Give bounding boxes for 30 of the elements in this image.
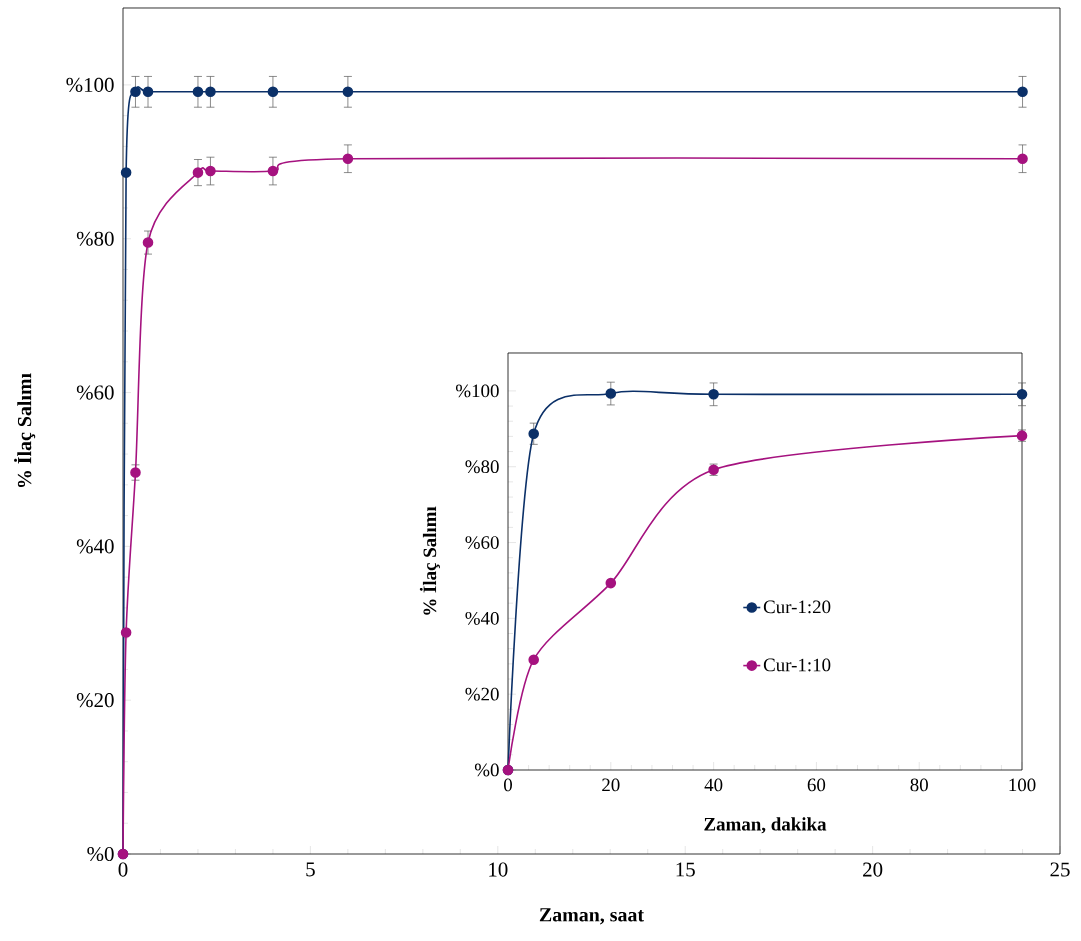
- legend-label: Cur-1:20: [763, 600, 831, 614]
- x-tick-label: 100: [1009, 778, 1036, 792]
- x-tick-label: 25: [1050, 862, 1070, 877]
- x-axis-title: Zaman, dakika: [704, 817, 827, 834]
- y-tick-label: %60: [76, 385, 114, 400]
- x-tick-label: 20: [602, 778, 620, 792]
- y-tick-label: %80: [76, 231, 114, 246]
- legend-label: Cur-1:10: [763, 658, 831, 672]
- y-tick-label: %60: [465, 536, 499, 549]
- x-tick-label: 20: [863, 862, 883, 877]
- x-tick-label: 0: [503, 778, 513, 792]
- x-axis-title: Zaman, saat: [539, 908, 644, 925]
- y-tick-label: %0: [474, 763, 499, 777]
- x-tick-label: 80: [910, 778, 928, 792]
- y-tick-label: %100: [455, 384, 499, 398]
- x-tick-label: 40: [704, 778, 723, 792]
- x-tick-label: 5: [306, 862, 315, 877]
- y-axis-title: % İlaç Salımı: [14, 373, 36, 488]
- y-tick-label: %20: [465, 687, 499, 701]
- x-tick-label: 10: [489, 862, 508, 877]
- x-tick-label: 15: [676, 862, 695, 877]
- x-tick-label: 0: [118, 862, 128, 877]
- y-tick-label: %80: [465, 460, 499, 474]
- y-tick-label: %100: [66, 77, 114, 92]
- y-tick-label: %40: [465, 611, 499, 625]
- y-axis-title: % İlaç Salımı: [419, 506, 440, 615]
- y-tick-label: %40: [76, 539, 114, 554]
- x-tick-label: 60: [807, 778, 826, 792]
- y-tick-label: %20: [76, 693, 114, 708]
- y-tick-label: %0: [87, 846, 114, 862]
